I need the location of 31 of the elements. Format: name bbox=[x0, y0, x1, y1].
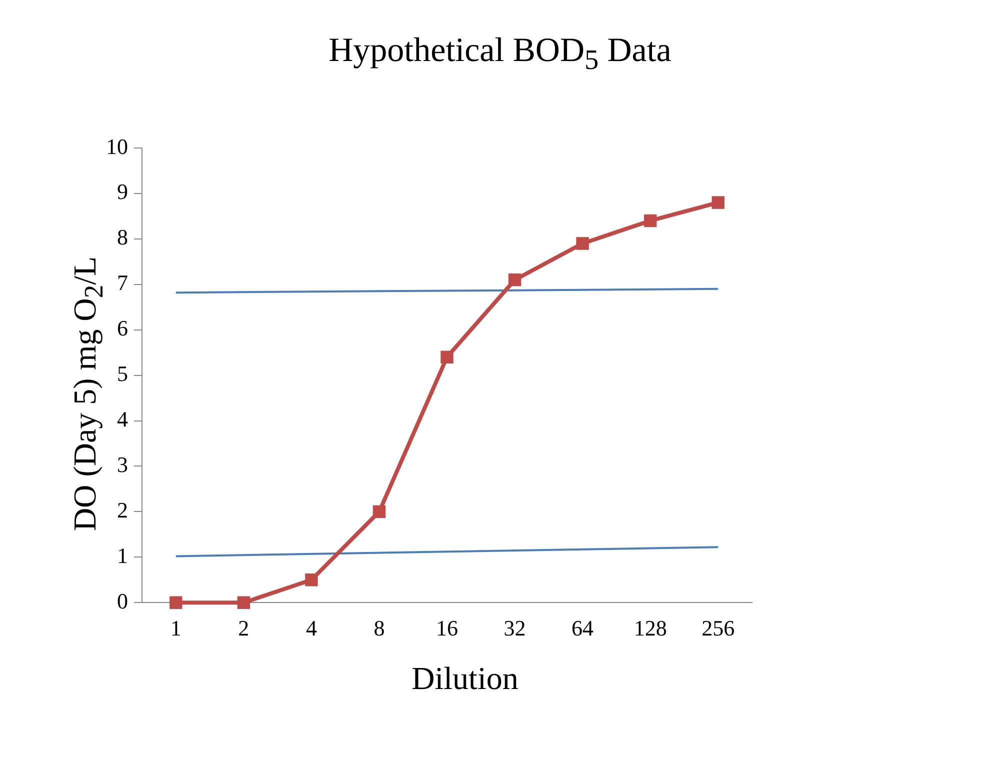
x-tick-label: 16 bbox=[436, 616, 458, 641]
x-tick-label: 64 bbox=[572, 616, 594, 641]
y-tick-label: 0 bbox=[117, 588, 128, 614]
x-tick-label: 4 bbox=[306, 616, 317, 641]
y-tick-label: 2 bbox=[117, 497, 128, 522]
x-axis-title: Dilution bbox=[410, 660, 520, 697]
y-tick-label: 10 bbox=[106, 134, 128, 159]
x-tick-label: 32 bbox=[504, 616, 526, 641]
point bbox=[576, 237, 589, 250]
point bbox=[372, 505, 386, 518]
point bbox=[508, 273, 522, 286]
point bbox=[170, 596, 182, 609]
x-tick-label: 128 bbox=[634, 616, 667, 641]
point bbox=[712, 196, 724, 209]
x-tick-label: 2 bbox=[238, 616, 250, 641]
x-tick-label: 256 bbox=[702, 616, 735, 641]
y-tick-label: 3 bbox=[117, 452, 128, 477]
chart-title: Hypothetical BOD$_{5}$ Data bbox=[328, 32, 672, 77]
y-tick-label: 4 bbox=[117, 406, 128, 432]
point bbox=[305, 574, 318, 586]
y-tick-label: 8 bbox=[117, 224, 128, 250]
x-tick-label: 1 bbox=[170, 616, 182, 641]
y-tick-label: 1 bbox=[117, 542, 128, 568]
y-tick-label: 7 bbox=[117, 270, 128, 296]
y-tick-label: 6 bbox=[117, 316, 128, 341]
point bbox=[237, 596, 250, 609]
y-tick-label: 5 bbox=[117, 361, 128, 386]
y-tick-label: 9 bbox=[117, 179, 128, 204]
x-tick-label: 8 bbox=[374, 616, 385, 641]
point bbox=[644, 214, 657, 228]
point bbox=[440, 350, 454, 364]
